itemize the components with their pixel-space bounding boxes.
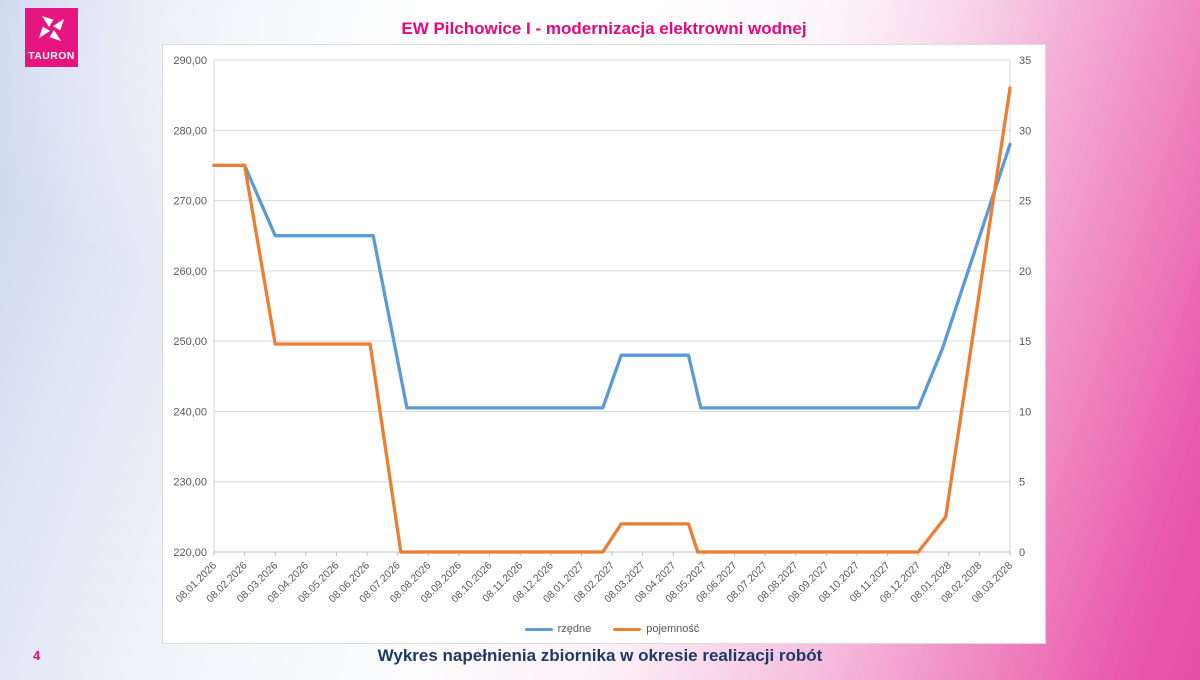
chart-title: EW Pilchowice I - modernizacja elektrown…: [401, 19, 807, 38]
y-right-tick-label: 30: [1019, 125, 1031, 137]
y-left-tick-label: 260,00: [173, 266, 207, 278]
y-left-tick-label: 250,00: [173, 336, 207, 348]
tauron-logo: TAURON: [25, 8, 78, 67]
y-left-tick-label: 220,00: [173, 547, 207, 559]
chart-panel: 290,00 35 280,00 30 270,00 25 260,00 20 250,00 15…: [162, 44, 1046, 644]
series-line-rzędne: [212, 142, 1012, 410]
y-right-tick-label: 35: [1019, 55, 1031, 67]
y-right-tick-label: 10: [1019, 406, 1031, 418]
y-right-tick-label: 25: [1019, 196, 1031, 208]
reservoir-fill-chart: 290,00 35 280,00 30 270,00 25 260,00 20 250,00 15…: [173, 55, 1031, 605]
y-left-tick-label: 290,00: [173, 55, 207, 67]
y-left-tick-label: 280,00: [173, 125, 207, 137]
tauron-pinwheel-icon: [38, 15, 65, 42]
page-number: 4: [33, 648, 41, 663]
legend-swatch: [613, 627, 642, 631]
y-left-tick-label: 270,00: [173, 196, 207, 208]
y-left-tick-label: 240,00: [173, 406, 207, 418]
legend-item-rzędne: rzędne: [524, 623, 592, 635]
tauron-logo-text: TAURON: [28, 50, 75, 62]
legend-swatch: [524, 627, 553, 631]
y-right-tick-label: 15: [1019, 336, 1031, 348]
chart-legend: rzędne pojemność: [214, 620, 1010, 638]
slide-caption: Wykres napełnienia zbiornika w okresie r…: [377, 646, 823, 665]
y-right-tick-label: 5: [1019, 477, 1025, 489]
y-left-tick-label: 230,00: [173, 477, 207, 489]
legend-label: pojemność: [646, 623, 700, 635]
legend-label: rzędne: [557, 623, 592, 635]
y-right-tick-label: 20: [1019, 266, 1031, 278]
series-line-pojemność: [212, 86, 1012, 554]
legend-item-pojemność: pojemność: [613, 623, 699, 635]
y-right-tick-label: 0: [1019, 547, 1025, 559]
